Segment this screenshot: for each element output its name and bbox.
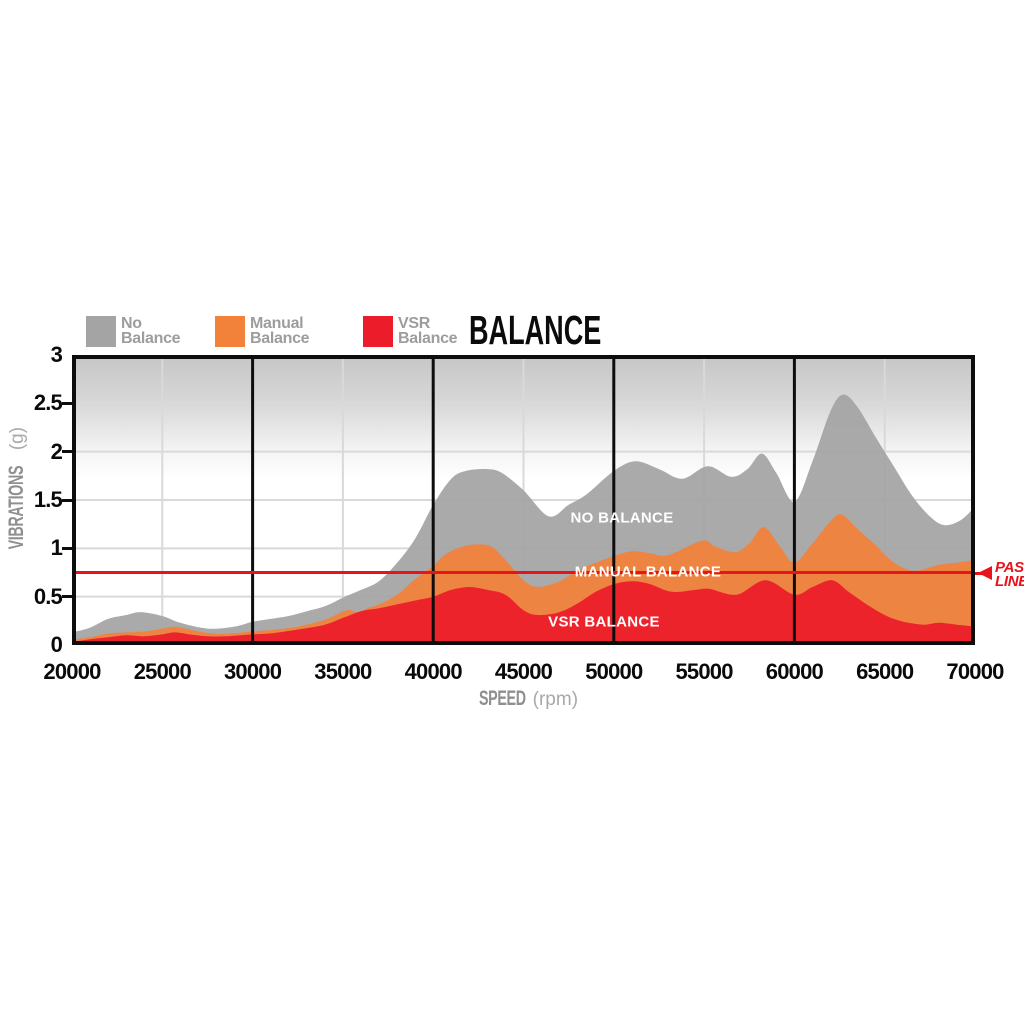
y-tick-label: 0 xyxy=(50,632,63,657)
x-tick-label: 55000 xyxy=(675,659,734,684)
x-tick-label: 30000 xyxy=(224,659,282,684)
x-tick-label: 70000 xyxy=(946,659,1004,684)
plot-area: NO BALANCE MANUAL BALANCE VSR BALANCE xyxy=(72,355,975,645)
x-tick-label: 25000 xyxy=(133,659,192,684)
legend-item-vsr-balance: VSR Balance xyxy=(363,315,458,347)
x-tick-label: 45000 xyxy=(494,659,553,684)
vsr-balance-area xyxy=(72,580,975,645)
x-axis-title: SPEED (rpm) xyxy=(393,687,653,711)
legend-item-manual-balance: Manual Balance xyxy=(215,315,310,347)
y-axis-tick-mark xyxy=(62,401,72,405)
x-tick-label: 50000 xyxy=(585,659,643,684)
legend-text: Balance xyxy=(121,330,181,347)
legend-swatch-no-balance xyxy=(86,316,116,347)
legend-text: Balance xyxy=(398,330,458,347)
plot-border xyxy=(72,355,975,645)
y-tick-label: 0.5 xyxy=(33,583,63,609)
legend-item-no-balance: No Balance xyxy=(86,315,181,347)
legend-text: Manual xyxy=(250,315,304,332)
x-tick-label: 65000 xyxy=(856,659,914,684)
y-axis-tick-mark xyxy=(62,450,72,454)
vsr-balance-area-label: VSR BALANCE xyxy=(548,613,660,631)
pass-line-label: PASS LINE xyxy=(995,559,1024,590)
y-tick-label: 2.5 xyxy=(33,390,63,416)
y-tick-label: 2 xyxy=(50,438,63,464)
y-axis-title-unit: (g) xyxy=(7,426,28,451)
x-axis-title-word: SPEED xyxy=(478,687,526,710)
x-tick-label: 20000 xyxy=(43,659,101,684)
y-tick-label: 3 xyxy=(50,342,63,367)
manual-balance-area-label: MANUAL BALANCE xyxy=(574,563,722,581)
legend-swatch-vsr-balance xyxy=(363,316,393,347)
legend-text: VSR xyxy=(398,315,430,332)
pass-line-arrow-icon xyxy=(978,566,992,580)
legend-swatch-manual-balance xyxy=(215,316,245,347)
y-axis-tick-mark xyxy=(62,595,72,599)
x-tick-label: 35000 xyxy=(314,659,372,684)
y-tick-label: 1 xyxy=(50,535,63,561)
y-axis-tick-mark xyxy=(62,546,72,550)
y-axis-tick-mark xyxy=(62,498,72,502)
no-balance-area-label: NO BALANCE xyxy=(570,509,674,527)
x-axis-ticks: 20000 25000 30000 35000 40000 45000 50000 55000… xyxy=(43,659,1004,685)
chart-title: BALANCE xyxy=(469,307,602,353)
balance-chart xyxy=(72,355,975,645)
x-tick-label: 60000 xyxy=(765,659,824,684)
x-axis-title-unit: (rpm) xyxy=(532,689,579,710)
legend-label-no-balance: No Balance xyxy=(121,315,181,347)
pass-line-label-line2: LINE xyxy=(995,573,1024,590)
y-axis-ticks: 3 2.5 2 1.5 1 0.5 0 xyxy=(6,342,63,657)
pass-line-label-line1: PASS xyxy=(995,559,1024,576)
legend-text: No xyxy=(121,315,142,332)
legend-label-manual-balance: Manual Balance xyxy=(250,315,310,347)
y-tick-label: 1.5 xyxy=(33,487,63,512)
legend-text: Balance xyxy=(250,330,310,347)
x-tick-label: 40000 xyxy=(404,659,463,684)
y-axis-title: VIBRATIONS (g) xyxy=(5,427,29,569)
legend-label-vsr-balance: VSR Balance xyxy=(398,315,458,347)
y-axis-title-word: VIBRATIONS xyxy=(5,465,28,550)
